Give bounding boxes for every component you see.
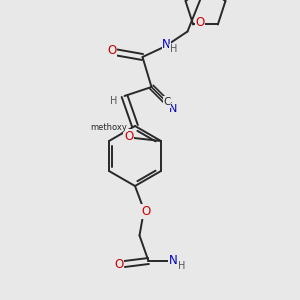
Text: H: H xyxy=(170,44,177,55)
Text: O: O xyxy=(107,44,116,58)
Text: O: O xyxy=(195,16,204,29)
Text: O: O xyxy=(115,257,124,271)
Text: N: N xyxy=(169,103,177,114)
Text: N: N xyxy=(162,38,171,52)
Text: H: H xyxy=(178,261,186,272)
Text: N: N xyxy=(169,254,178,268)
Text: O: O xyxy=(141,205,150,218)
Text: O: O xyxy=(124,130,133,143)
Text: H: H xyxy=(110,95,118,106)
Text: C: C xyxy=(164,97,171,107)
Text: methoxy: methoxy xyxy=(91,123,128,132)
